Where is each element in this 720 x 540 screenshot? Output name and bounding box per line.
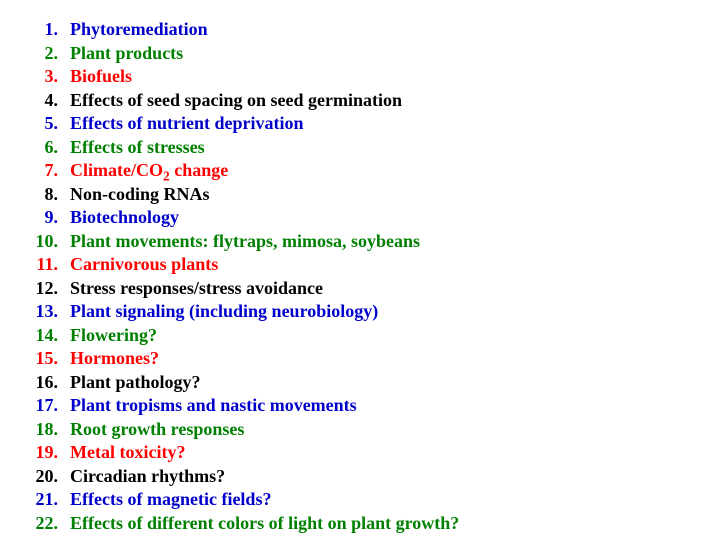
item-text: Biofuels bbox=[70, 65, 700, 88]
item-number: 20. bbox=[20, 465, 70, 488]
list-item: 20.Circadian rhythms? bbox=[20, 465, 700, 488]
item-number: 1. bbox=[20, 18, 70, 41]
item-text: Circadian rhythms? bbox=[70, 465, 700, 488]
item-text: Climate/CO2 change bbox=[70, 159, 700, 182]
item-number: 18. bbox=[20, 418, 70, 441]
list-item: 10.Plant movements: flytraps, mimosa, so… bbox=[20, 230, 700, 253]
list-item: 8.Non-coding RNAs bbox=[20, 183, 700, 206]
item-number: 15. bbox=[20, 347, 70, 370]
item-number: 3. bbox=[20, 65, 70, 88]
list-item: 14.Flowering? bbox=[20, 324, 700, 347]
item-text: Effects of seed spacing on seed germinat… bbox=[70, 89, 700, 112]
item-number: 19. bbox=[20, 441, 70, 464]
item-text: Carnivorous plants bbox=[70, 253, 700, 276]
item-text: Effects of magnetic fields? bbox=[70, 488, 700, 511]
list-item: 11.Carnivorous plants bbox=[20, 253, 700, 276]
item-text: Plant movements: flytraps, mimosa, soybe… bbox=[70, 230, 700, 253]
item-text: Plant tropisms and nastic movements bbox=[70, 394, 700, 417]
list-item: 19.Metal toxicity? bbox=[20, 441, 700, 464]
list-item: 6.Effects of stresses bbox=[20, 136, 700, 159]
list-item: 17.Plant tropisms and nastic movements bbox=[20, 394, 700, 417]
item-text: Non-coding RNAs bbox=[70, 183, 700, 206]
item-text: Effects of nutrient deprivation bbox=[70, 112, 700, 135]
list-item: 3.Biofuels bbox=[20, 65, 700, 88]
item-subscript: 2 bbox=[163, 169, 170, 184]
list-item: 4.Effects of seed spacing on seed germin… bbox=[20, 89, 700, 112]
item-text: Flowering? bbox=[70, 324, 700, 347]
item-number: 11. bbox=[20, 253, 70, 276]
item-number: 2. bbox=[20, 42, 70, 65]
item-number: 14. bbox=[20, 324, 70, 347]
item-number: 17. bbox=[20, 394, 70, 417]
list-item: 5.Effects of nutrient deprivation bbox=[20, 112, 700, 135]
list-item: 13.Plant signaling (including neurobiolo… bbox=[20, 300, 700, 323]
item-text: Effects of different colors of light on … bbox=[70, 512, 700, 535]
list-item: 2.Plant products bbox=[20, 42, 700, 65]
item-number: 8. bbox=[20, 183, 70, 206]
item-text: Plant signaling (including neurobiology) bbox=[70, 300, 700, 323]
list-item: 22.Effects of different colors of light … bbox=[20, 512, 700, 535]
list-item: 21.Effects of magnetic fields? bbox=[20, 488, 700, 511]
item-number: 21. bbox=[20, 488, 70, 511]
item-number: 4. bbox=[20, 89, 70, 112]
list-item: 9.Biotechnology bbox=[20, 206, 700, 229]
topic-list: 1.Phytoremediation2.Plant products3.Biof… bbox=[20, 18, 700, 534]
item-number: 13. bbox=[20, 300, 70, 323]
item-text: Plant pathology? bbox=[70, 371, 700, 394]
list-item: 1.Phytoremediation bbox=[20, 18, 700, 41]
list-item: 7.Climate/CO2 change bbox=[20, 159, 700, 182]
item-text: Metal toxicity? bbox=[70, 441, 700, 464]
item-text-before: Climate/CO bbox=[70, 160, 163, 180]
item-number: 6. bbox=[20, 136, 70, 159]
item-number: 16. bbox=[20, 371, 70, 394]
item-text: Effects of stresses bbox=[70, 136, 700, 159]
item-text: Biotechnology bbox=[70, 206, 700, 229]
item-number: 10. bbox=[20, 230, 70, 253]
list-item: 16.Plant pathology? bbox=[20, 371, 700, 394]
item-number: 22. bbox=[20, 512, 70, 535]
item-text: Root growth responses bbox=[70, 418, 700, 441]
item-number: 7. bbox=[20, 159, 70, 182]
item-text: Phytoremediation bbox=[70, 18, 700, 41]
item-text-after: change bbox=[170, 160, 229, 180]
item-text: Stress responses/stress avoidance bbox=[70, 277, 700, 300]
list-item: 12.Stress responses/stress avoidance bbox=[20, 277, 700, 300]
list-item: 15.Hormones? bbox=[20, 347, 700, 370]
item-text: Hormones? bbox=[70, 347, 700, 370]
item-number: 12. bbox=[20, 277, 70, 300]
item-number: 9. bbox=[20, 206, 70, 229]
list-item: 18.Root growth responses bbox=[20, 418, 700, 441]
item-number: 5. bbox=[20, 112, 70, 135]
item-text: Plant products bbox=[70, 42, 700, 65]
